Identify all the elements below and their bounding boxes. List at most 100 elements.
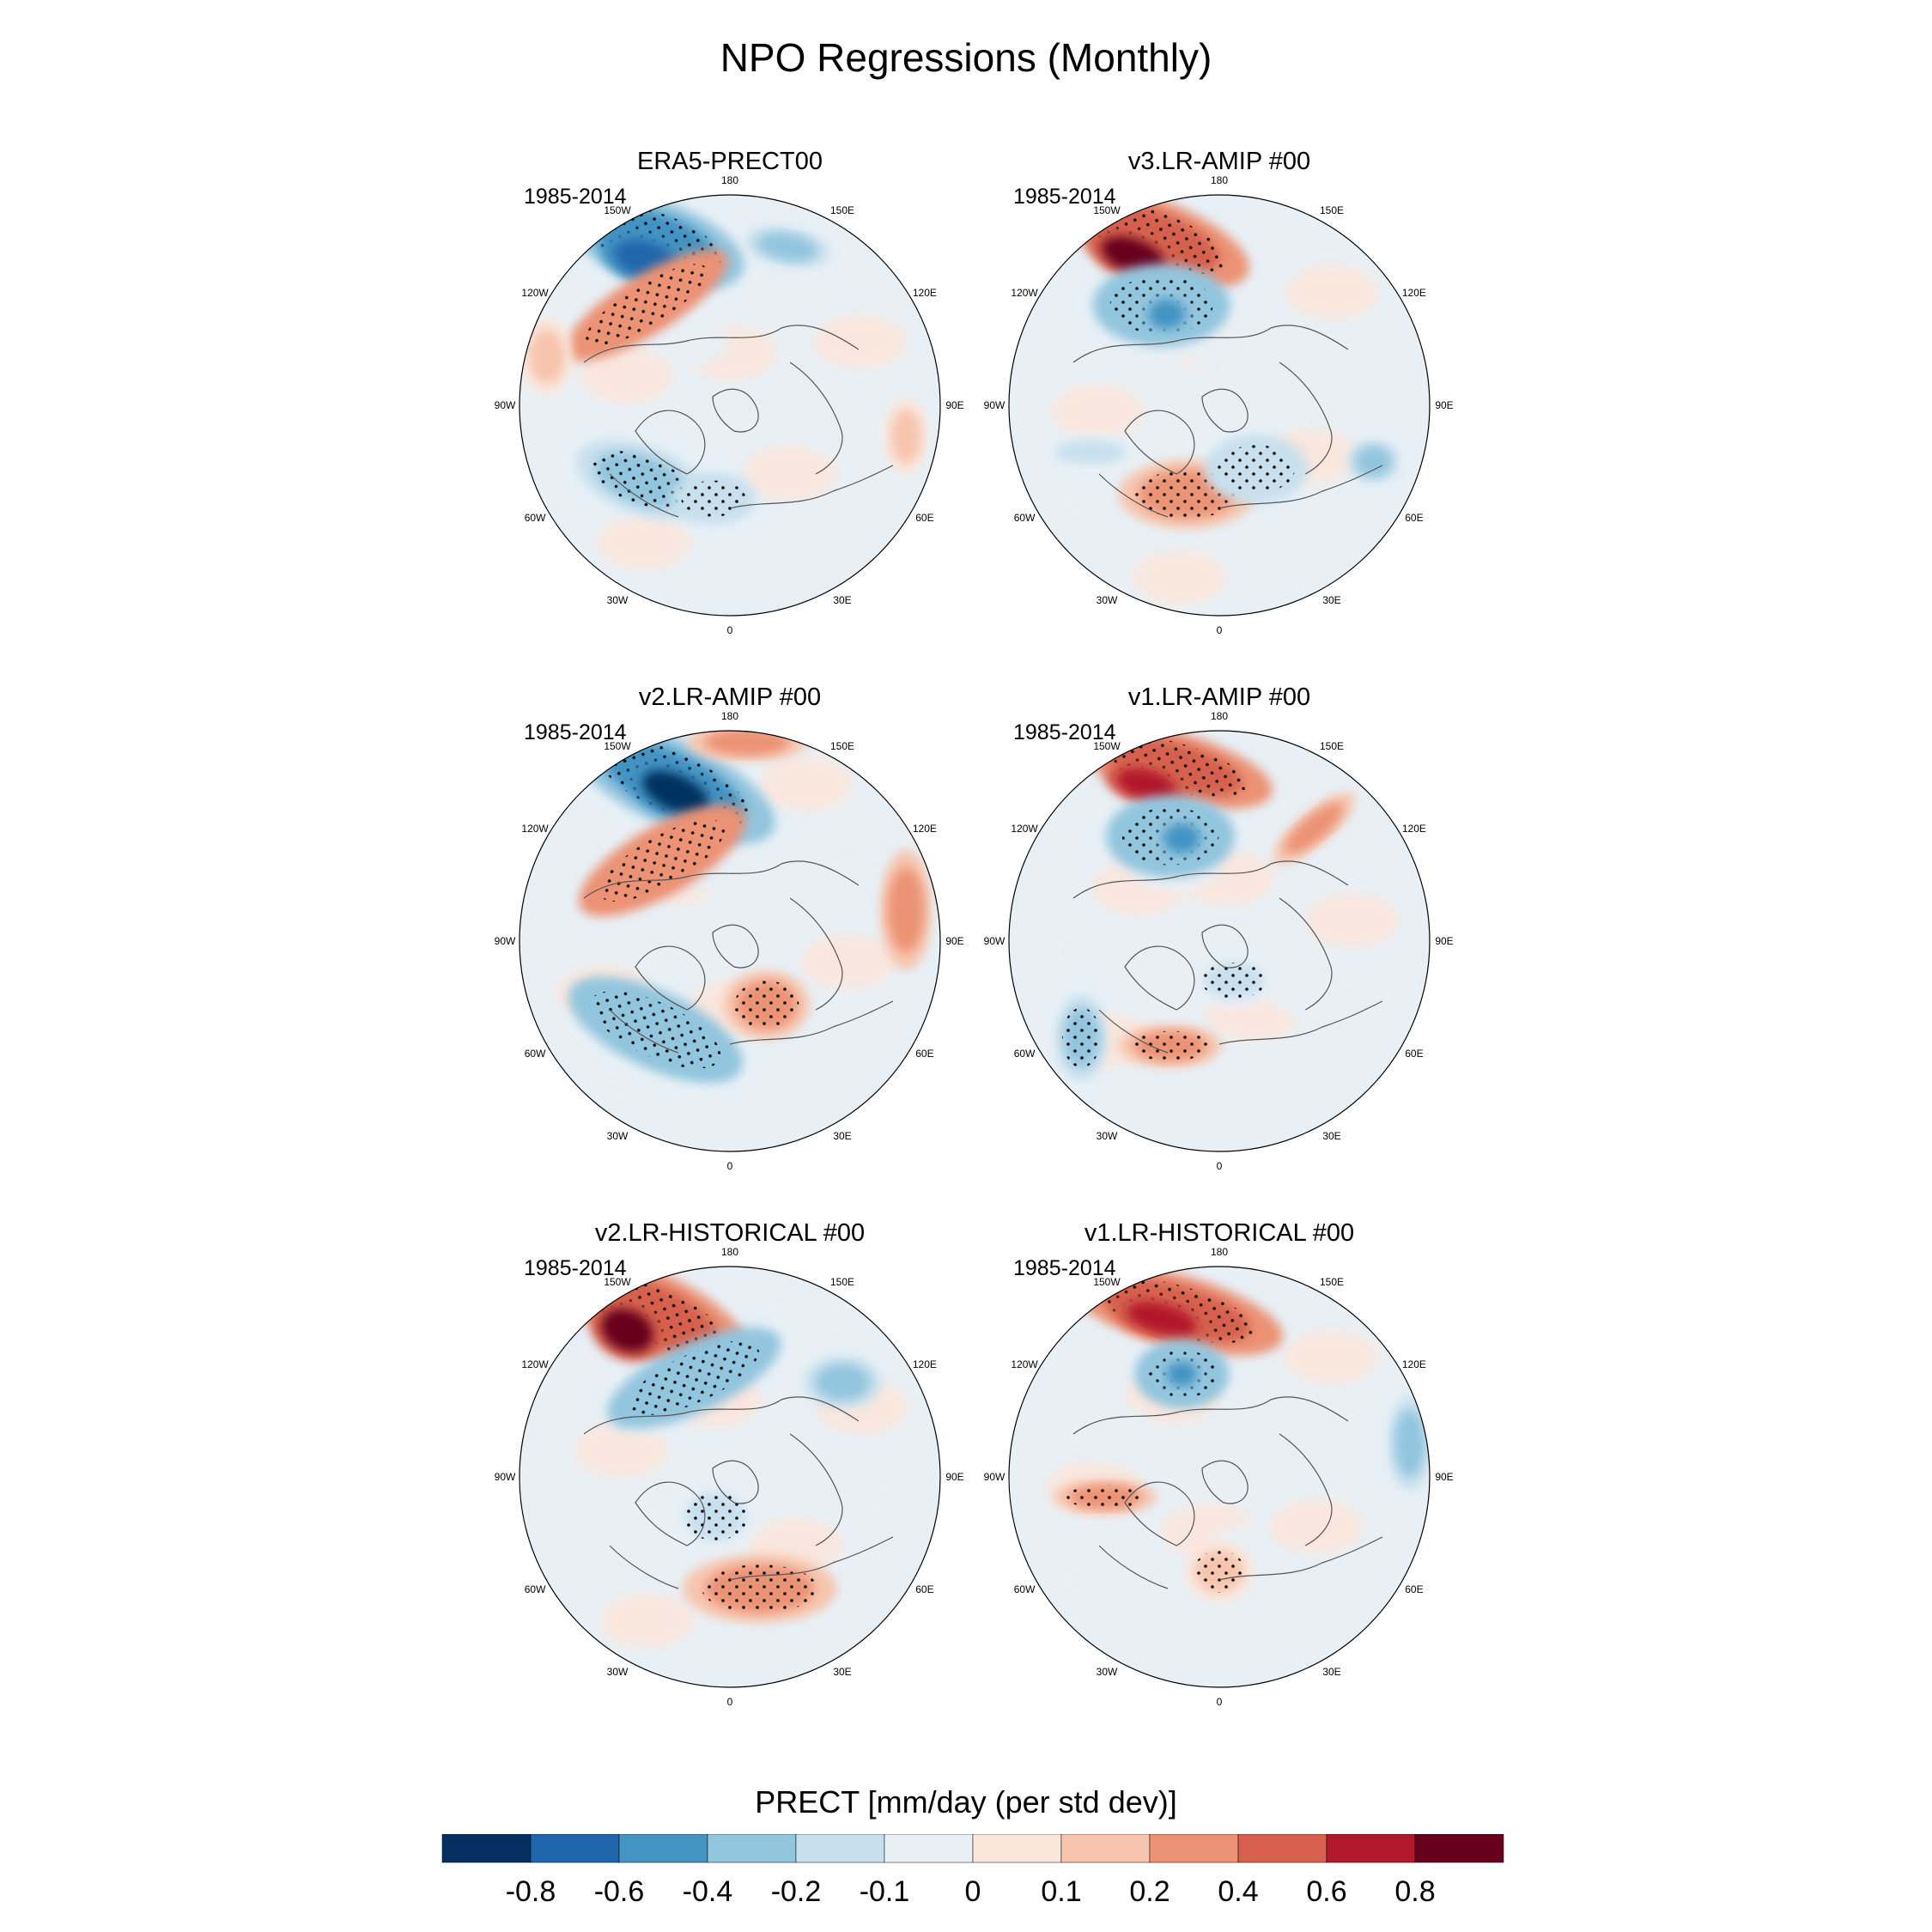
coastline bbox=[609, 473, 679, 518]
polar-map: 180 150E 120E 90E 60E 30E 0 30W 60W 90W 120W 150W bbox=[984, 174, 1454, 636]
coastline bbox=[1218, 1000, 1383, 1045]
longitude-label: 180 bbox=[1211, 710, 1228, 722]
anomaly-blob bbox=[599, 1593, 695, 1649]
panel-title: v1.LR-AMIP #00 bbox=[1127, 683, 1311, 711]
anomaly-blob bbox=[579, 348, 674, 404]
period-label: 1985-2014 bbox=[524, 185, 627, 209]
significance-stippling bbox=[590, 991, 721, 1069]
coastline bbox=[1201, 924, 1249, 969]
longitude-label: 150W bbox=[604, 1276, 631, 1288]
colorbar-tick-label: 0.8 bbox=[1394, 1875, 1435, 1908]
longitude-label: 90E bbox=[945, 935, 963, 947]
polar-map: 180 150E 120E 90E 60E 30E 0 30W 60W 90W 120W 150W bbox=[495, 1246, 964, 1708]
colorbar-tick-label: 0.2 bbox=[1129, 1875, 1170, 1908]
period-label: 1985-2014 bbox=[524, 1256, 627, 1280]
longitude-label: 120E bbox=[1402, 287, 1426, 299]
anomaly-blob bbox=[798, 400, 893, 456]
coastline bbox=[635, 1481, 706, 1546]
anomaly-blob bbox=[574, 1422, 670, 1478]
anomaly-blob bbox=[1060, 1404, 1156, 1460]
longitude-label: 0 bbox=[727, 1696, 733, 1708]
longitude-label: 150W bbox=[1093, 204, 1121, 216]
panel-title: v2.LR-HISTORICAL #00 bbox=[594, 1219, 866, 1247]
map-border bbox=[1008, 1266, 1431, 1688]
longitude-label: 30E bbox=[833, 1666, 851, 1678]
period-label: 1985-2014 bbox=[1013, 185, 1116, 209]
period-label: 1985-2014 bbox=[1013, 1256, 1116, 1280]
panel-title: v1.LR-HISTORICAL #00 bbox=[1084, 1219, 1355, 1247]
longitude-label: 120E bbox=[913, 823, 937, 835]
coastline bbox=[712, 388, 759, 433]
longitude-label: 60W bbox=[1014, 1048, 1036, 1060]
significance-stippling bbox=[683, 1492, 748, 1541]
longitude-label: 120W bbox=[1011, 823, 1038, 835]
longitude-label: 120W bbox=[521, 1358, 549, 1370]
anomaly-blob bbox=[1050, 384, 1145, 440]
coastline bbox=[583, 860, 860, 899]
anomaly-core bbox=[888, 867, 925, 952]
anomaly-core bbox=[890, 409, 921, 464]
coastline bbox=[609, 1545, 679, 1589]
longitude-label: 150W bbox=[604, 204, 631, 216]
anomaly-core bbox=[705, 731, 790, 756]
longitude-label: 60E bbox=[1405, 1048, 1423, 1060]
longitude-label: 60E bbox=[1405, 512, 1423, 524]
longitude-label: 60W bbox=[1014, 512, 1036, 524]
colorbar-swatch bbox=[1414, 1834, 1504, 1863]
colorbar-swatch bbox=[884, 1834, 974, 1863]
longitude-label: 180 bbox=[721, 710, 738, 722]
longitude-label: 120W bbox=[1011, 287, 1038, 299]
map-panel-v2-amip: v2.LR-AMIP #00 180 150E 120E 90E 60E 30E 0 30W 6… bbox=[495, 683, 964, 1172]
coastline bbox=[789, 361, 843, 475]
anomaly-blob bbox=[597, 514, 692, 570]
colorbar-swatch bbox=[530, 1834, 620, 1863]
anomaly-core bbox=[1054, 440, 1127, 465]
anomaly-core bbox=[642, 770, 710, 816]
significance-stippling bbox=[1061, 1007, 1101, 1068]
longitude-label: 90W bbox=[984, 935, 1005, 947]
longitude-label: 150E bbox=[830, 204, 854, 216]
significance-stippling bbox=[592, 451, 690, 508]
coastline bbox=[789, 897, 843, 1011]
coastline bbox=[1072, 1396, 1349, 1435]
anomaly-core bbox=[1117, 769, 1176, 801]
longitude-label: 120W bbox=[1011, 1358, 1038, 1370]
longitude-label: 90W bbox=[984, 1471, 1005, 1483]
colorbar-swatch bbox=[441, 1834, 532, 1863]
significance-stippling bbox=[1201, 963, 1267, 999]
significance-stippling bbox=[1066, 1485, 1145, 1510]
coastline bbox=[583, 1396, 860, 1435]
significance-stippling bbox=[1132, 1030, 1210, 1061]
significance-stippling bbox=[585, 264, 708, 347]
longitude-label: 0 bbox=[1217, 1696, 1223, 1708]
coastlines bbox=[583, 1396, 894, 1589]
longitude-label: 60W bbox=[1014, 1583, 1036, 1595]
coastline bbox=[1218, 1536, 1383, 1581]
longitude-label: 30W bbox=[1097, 1130, 1118, 1142]
longitude-label: 60E bbox=[915, 512, 933, 524]
coastlines bbox=[1072, 1396, 1383, 1589]
longitude-label: 60W bbox=[525, 1583, 546, 1595]
longitude-label: 180 bbox=[1211, 174, 1228, 186]
colorbar-swatch bbox=[1060, 1834, 1151, 1863]
anomaly-core bbox=[1166, 1362, 1197, 1387]
anomaly-blob bbox=[812, 313, 908, 369]
anomaly-blob bbox=[1048, 922, 1143, 978]
colorbar-swatch bbox=[972, 1834, 1062, 1863]
coastline bbox=[1124, 410, 1195, 475]
longitude-label: 60E bbox=[915, 1583, 933, 1595]
coastline bbox=[729, 1536, 894, 1581]
longitude-label: 180 bbox=[721, 174, 738, 186]
longitude-label: 180 bbox=[1211, 1246, 1228, 1258]
colorbar-tick-label: 0.1 bbox=[1041, 1875, 1081, 1908]
coastline bbox=[1124, 945, 1195, 1011]
anomaly-blob bbox=[1267, 963, 1362, 1019]
coastlines bbox=[1072, 860, 1383, 1054]
anomaly-blob bbox=[1303, 359, 1398, 415]
longitude-label: 150E bbox=[1320, 1276, 1344, 1288]
anomaly-core bbox=[529, 329, 566, 384]
colorbar-tick-label: -0.1 bbox=[860, 1875, 910, 1908]
anomaly-core bbox=[1394, 1410, 1425, 1477]
anomaly-core bbox=[1285, 803, 1343, 854]
coastline bbox=[609, 1009, 679, 1054]
